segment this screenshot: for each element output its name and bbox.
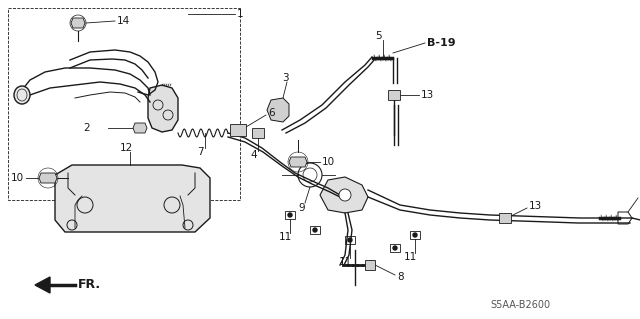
Circle shape — [413, 233, 417, 237]
Text: 10: 10 — [11, 173, 24, 183]
Bar — [8, 8, 240, 200]
Polygon shape — [133, 123, 147, 133]
Text: 8: 8 — [397, 272, 404, 282]
Polygon shape — [267, 98, 289, 122]
Circle shape — [348, 238, 352, 242]
Bar — [252, 128, 264, 138]
Text: 12: 12 — [120, 143, 132, 153]
Ellipse shape — [14, 86, 30, 104]
Text: 13: 13 — [421, 90, 435, 100]
Polygon shape — [39, 173, 57, 183]
Polygon shape — [71, 18, 85, 28]
Bar — [499, 213, 511, 223]
Text: 5: 5 — [376, 31, 382, 41]
Text: 7: 7 — [196, 147, 204, 157]
Text: 4: 4 — [251, 150, 257, 160]
Polygon shape — [35, 277, 50, 293]
Text: 1: 1 — [237, 9, 244, 19]
Text: 6: 6 — [268, 108, 275, 118]
Text: 9: 9 — [299, 203, 305, 213]
Text: 14: 14 — [117, 16, 131, 26]
Text: 11: 11 — [339, 257, 351, 267]
Text: 13: 13 — [529, 201, 542, 211]
Polygon shape — [148, 85, 178, 132]
Bar — [365, 260, 375, 270]
Text: 10: 10 — [322, 157, 335, 167]
Bar — [230, 124, 246, 136]
Text: FR.: FR. — [78, 278, 101, 292]
Text: 11: 11 — [403, 252, 417, 262]
Text: 2: 2 — [83, 123, 90, 133]
Text: 3: 3 — [282, 73, 288, 83]
Polygon shape — [55, 165, 210, 232]
Circle shape — [339, 189, 351, 201]
Circle shape — [288, 213, 292, 217]
Polygon shape — [289, 157, 307, 167]
Circle shape — [393, 246, 397, 250]
Circle shape — [313, 228, 317, 232]
Text: 11: 11 — [278, 232, 292, 242]
Polygon shape — [320, 177, 368, 213]
Text: S5AA-B2600: S5AA-B2600 — [490, 300, 550, 310]
Text: B-19: B-19 — [427, 38, 456, 48]
Bar — [388, 90, 400, 100]
